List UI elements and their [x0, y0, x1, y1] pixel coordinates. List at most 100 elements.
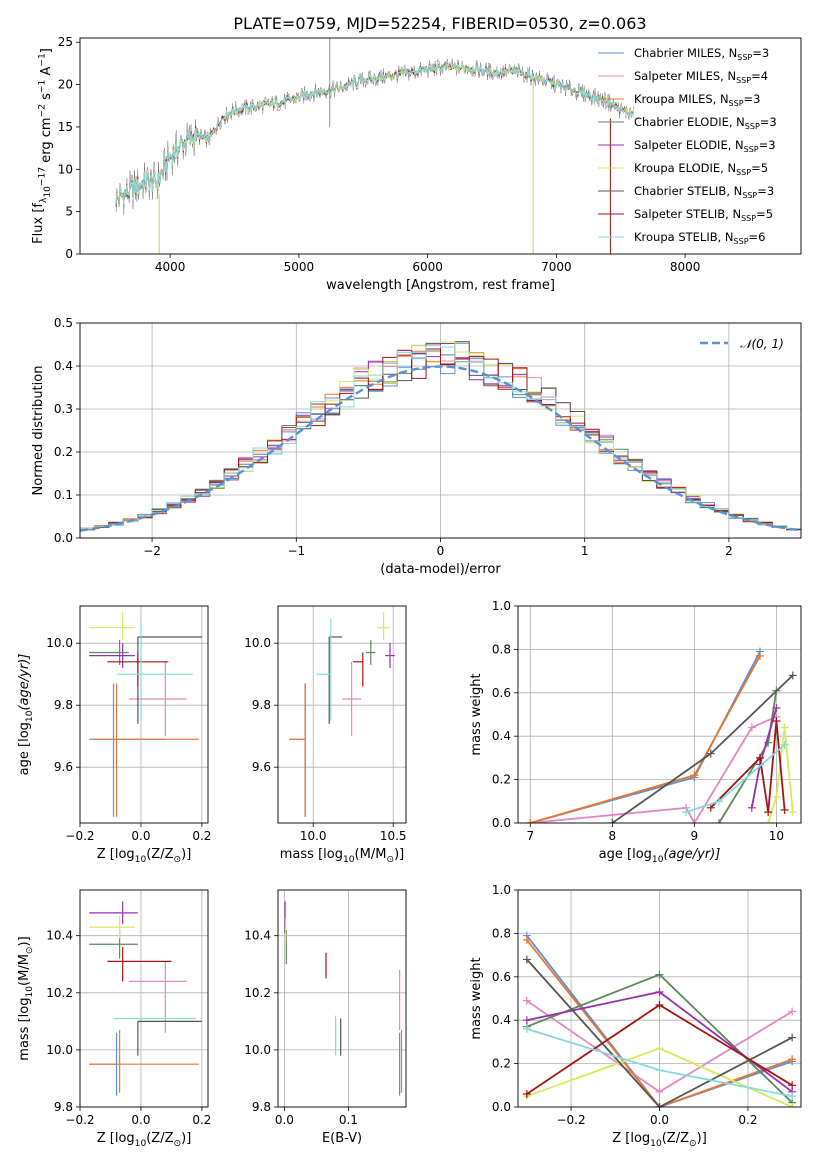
x-tick-label: −0.2: [556, 1113, 585, 1127]
x-tick-label: 4000: [155, 260, 186, 274]
panel-mass-weight-vs-age: 7 8 9 10 0.0 0.2 0.4 0.6 0.8 1.0 age [log10(age/yr…: [469, 599, 802, 865]
x-axis-label: age [log10(age/yr)]: [599, 847, 721, 865]
y-tick-label: 0.1: [54, 488, 73, 502]
mass-weight-line-salpeter-miles: [530, 715, 777, 823]
mass-weight-marker: [682, 808, 691, 817]
mass-weight-marker: [655, 970, 664, 979]
mass-weight-line-chabrier-miles: [526, 935, 793, 1107]
y-tick-label: 0.6: [492, 686, 511, 700]
x-axis-label: Z [log10(Z/Z⊙)]: [97, 847, 192, 865]
figure-title: PLATE=0759, MJD=52254, FIBERID=0530, z=0…: [233, 14, 646, 33]
y-tick-label: 9.8: [252, 698, 271, 712]
y-tick-label: 10.0: [46, 636, 73, 650]
y-tick-label: 0.8: [492, 926, 511, 940]
mass-weight-marker: [788, 1092, 797, 1101]
x-tick-label: 7000: [541, 260, 572, 274]
x-tick-label: 0.0: [131, 1113, 150, 1127]
x-axis-label: (data-model)/error: [380, 562, 501, 577]
y-tick-label: 0.0: [54, 531, 73, 545]
x-tick-label: 7: [526, 829, 534, 843]
legend-label-salpeter-elodie: Salpeter ELODIE, NSSP=3: [634, 138, 776, 154]
mass-weight-marker: [772, 717, 781, 726]
mass-weight-marker: [655, 1044, 664, 1053]
x-tick-label: 0.0: [131, 829, 150, 843]
mass-weight-marker: [755, 753, 764, 762]
x-tick-label: 6000: [412, 260, 443, 274]
y-tick-label: 0.2: [492, 1057, 511, 1071]
mass-weight-marker: [780, 723, 789, 732]
y-tick-label: 10: [58, 162, 73, 176]
mass-weight-marker: [755, 651, 764, 660]
plot-area-mass-weight-vs-age: [526, 647, 797, 823]
y-tick-label: 10.0: [244, 636, 271, 650]
legend-label-salpeter-stelib: Salpeter STELIB, NSSP=5: [634, 207, 773, 223]
plot-area-mass-vs-extinction: [284, 901, 403, 1096]
y-tick-label: 10.2: [46, 986, 73, 1000]
y-tick-label: 0.8: [492, 642, 511, 656]
x-tick-label: 1: [581, 544, 589, 558]
mass-weight-marker: [788, 671, 797, 680]
mass-weight-marker: [788, 1033, 797, 1042]
plot-area-age-vs-metallicity: [89, 612, 202, 817]
panel-mass-weight-vs-metallicity: −0.2 0.0 0.2 0.0 0.2 0.4 0.6 0.8 1.0 Z [log10(Z/Z…: [469, 883, 802, 1149]
x-axis-label: mass [log10(M/M⊙)]: [280, 847, 404, 865]
axes-frame: [277, 605, 407, 824]
mass-weight-line-chabrier-stelib: [526, 958, 793, 1107]
mass-weight-marker: [522, 996, 531, 1005]
y-tick-label: 0.0: [492, 1100, 511, 1114]
y-axis-label: mass weight: [469, 957, 484, 1039]
normal-curve: [80, 365, 801, 532]
mass-weight-marker: [522, 1024, 531, 1033]
panel-mass-vs-metallicity: −0.2 0.0 0.2 9.8 10.0 10.2 10.4 Z [log10(Z/Z⊙)]…: [17, 889, 211, 1149]
legend-label-kroupa-elodie: Kroupa ELODIE, NSSP=5: [634, 161, 768, 177]
x-tick-label: 10.5: [380, 829, 407, 843]
y-tick-label: 9.8: [252, 1100, 271, 1114]
mass-weight-marker: [764, 819, 773, 823]
mass-weight-marker: [772, 792, 781, 801]
y-tick-label: 10.0: [46, 1043, 73, 1057]
x-axis-label: Z [log10(Z/Z⊙)]: [97, 1131, 192, 1149]
mass-weight-marker: [772, 703, 781, 712]
mass-weight-marker: [655, 1066, 664, 1075]
plot-area-mass-vs-metallicity: [89, 901, 202, 1096]
mass-weight-marker: [655, 1087, 664, 1096]
mass-weight-line-chabrier-elodie: [718, 690, 778, 823]
mass-weight-line-chabrier-miles: [530, 651, 761, 823]
y-tick-label: 0.6: [492, 970, 511, 984]
axes-frame: [79, 889, 209, 1108]
mass-weight-marker: [522, 1016, 531, 1025]
y-tick-label: 10.0: [244, 1043, 271, 1057]
mass-weight-marker: [522, 955, 531, 964]
x-tick-label: 0.1: [339, 1113, 358, 1127]
mass-weight-marker: [522, 1089, 531, 1098]
y-tick-label: 0.3: [54, 402, 73, 416]
y-tick-label: 10.4: [244, 929, 271, 943]
plot-area-mass-weight-vs-metallicity: [522, 931, 797, 1107]
plot-area-residual-histogram: [80, 341, 801, 532]
legend-label-chabrier-elodie: Chabrier ELODIE, NSSP=3: [634, 115, 777, 131]
x-tick-label: 0.2: [192, 829, 211, 843]
y-tick-label: 0.5: [54, 316, 73, 330]
x-tick-label: 0.0: [275, 1113, 294, 1127]
mass-weight-marker: [714, 797, 723, 806]
x-tick-label: −0.2: [65, 1113, 94, 1127]
mass-weight-marker: [788, 1055, 797, 1064]
mass-weight-marker: [655, 987, 664, 996]
y-tick-label: 0.4: [492, 1013, 511, 1027]
y-tick-label: 9.8: [54, 698, 73, 712]
mass-weight-marker: [780, 740, 789, 749]
histogram-salpeter-stelib: [80, 348, 801, 531]
plot-area-spectrum: [115, 38, 635, 254]
y-tick-label: 0.4: [492, 729, 511, 743]
legend-label-salpeter-miles: Salpeter MILES, NSSP=4: [634, 69, 768, 85]
legend-label-chabrier-stelib: Chabrier STELIB, NSSP=3: [634, 184, 774, 200]
mass-weight-marker: [690, 771, 699, 780]
x-tick-label: 8: [609, 829, 617, 843]
y-tick-label: 10.2: [244, 986, 271, 1000]
panels: 4000 5000 6000 7000 80000510152025wavelength…: [17, 35, 802, 1149]
axes-frame: [79, 605, 209, 824]
mass-weight-marker: [780, 805, 789, 814]
mass-weight-marker: [690, 819, 699, 823]
legend-label-chabrier-miles: Chabrier MILES, NSSP=3: [634, 46, 769, 62]
